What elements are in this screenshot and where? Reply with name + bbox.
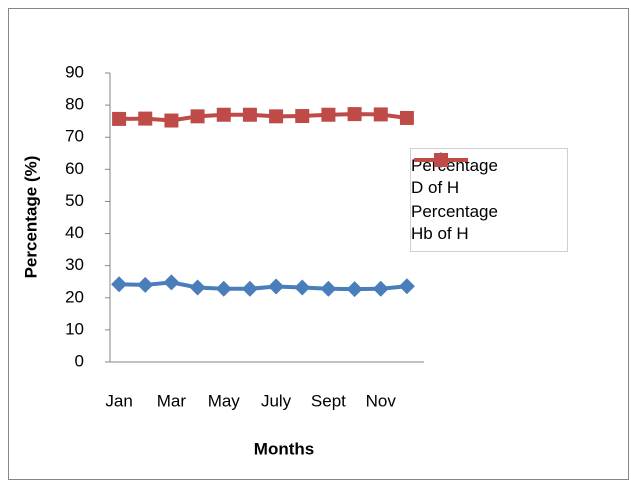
y-tick-label: 20 [65, 287, 84, 306]
y-tick-label: 50 [65, 191, 84, 210]
legend: Percentage D of H Percentage Hb of H [410, 148, 568, 252]
data-point [111, 276, 128, 293]
legend-marker [434, 153, 448, 167]
y-tick-label: 90 [65, 62, 84, 81]
y-tick-label: 80 [65, 95, 84, 114]
data-point [346, 281, 363, 298]
y-tick-label: 10 [65, 319, 84, 338]
data-point [163, 274, 180, 291]
data-point [268, 278, 285, 295]
x-tick-label: Jan [105, 391, 132, 410]
y-tick-label: 60 [65, 159, 84, 178]
y-tick-label: 40 [65, 223, 84, 242]
legend-key [414, 153, 468, 167]
x-tick-label: May [208, 391, 241, 410]
data-point [241, 280, 258, 297]
data-point [321, 107, 336, 122]
data-point [295, 109, 310, 124]
x-axis-title: Months [254, 439, 314, 458]
data-point [398, 278, 415, 295]
data-point [269, 109, 284, 124]
y-tick-label: 0 [75, 351, 84, 370]
y-axis-title: Percentage (%) [21, 156, 40, 279]
data-point [399, 110, 414, 125]
data-point [242, 107, 257, 122]
x-tick-label: Sept [311, 391, 346, 410]
data-point [137, 276, 154, 293]
data-point [112, 111, 127, 126]
y-tick-label: 70 [65, 127, 84, 146]
legend-label: Percentage Hb of H [411, 202, 498, 243]
data-point [215, 280, 232, 297]
data-point [372, 280, 389, 297]
data-point [216, 107, 231, 122]
data-point [294, 279, 311, 296]
data-point [164, 113, 179, 128]
data-point [138, 111, 153, 126]
x-tick-label: Mar [157, 391, 187, 410]
data-point [190, 109, 205, 124]
data-point [347, 107, 362, 122]
data-point [373, 107, 388, 122]
legend-item: Percentage Hb of H [411, 153, 567, 245]
data-point [320, 280, 337, 297]
y-tick-label: 30 [65, 255, 84, 274]
data-point [189, 279, 206, 296]
x-tick-label: Nov [366, 391, 397, 410]
x-tick-label: July [261, 391, 292, 410]
